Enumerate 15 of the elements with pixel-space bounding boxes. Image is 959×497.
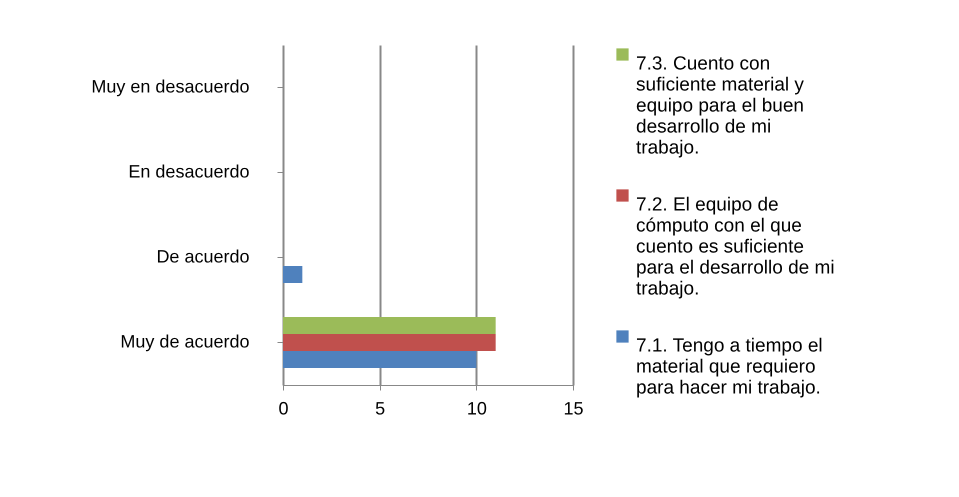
y-tick-label: En desacuerdo — [128, 162, 250, 182]
bar — [283, 266, 302, 283]
bar — [283, 351, 476, 368]
legend-label: 7.1. Tengo a tiempo el material que requiero para hacer mi trabajo. — [636, 336, 823, 398]
bar — [283, 334, 496, 351]
y-tick-label: Muy de acuerdo — [120, 332, 250, 352]
legend-label: 7.3. Cuento con suficiente material y equipo para el buen desarrollo de mi trabajo. — [636, 54, 804, 158]
x-tick-label: 15 — [563, 398, 584, 418]
y-tick-label: Muy en desacuerdo — [91, 76, 250, 96]
bar — [283, 317, 496, 334]
x-tick-label: 10 — [466, 398, 487, 418]
y-tick-label: De acuerdo — [156, 246, 250, 266]
x-tick-label: 5 — [375, 398, 386, 418]
x-tick-label: 0 — [278, 398, 289, 418]
legend-label: 7.2. El equipo de cómputo con el que cuento es suficiente para el desarrollo de mi trabajo. — [636, 194, 835, 300]
